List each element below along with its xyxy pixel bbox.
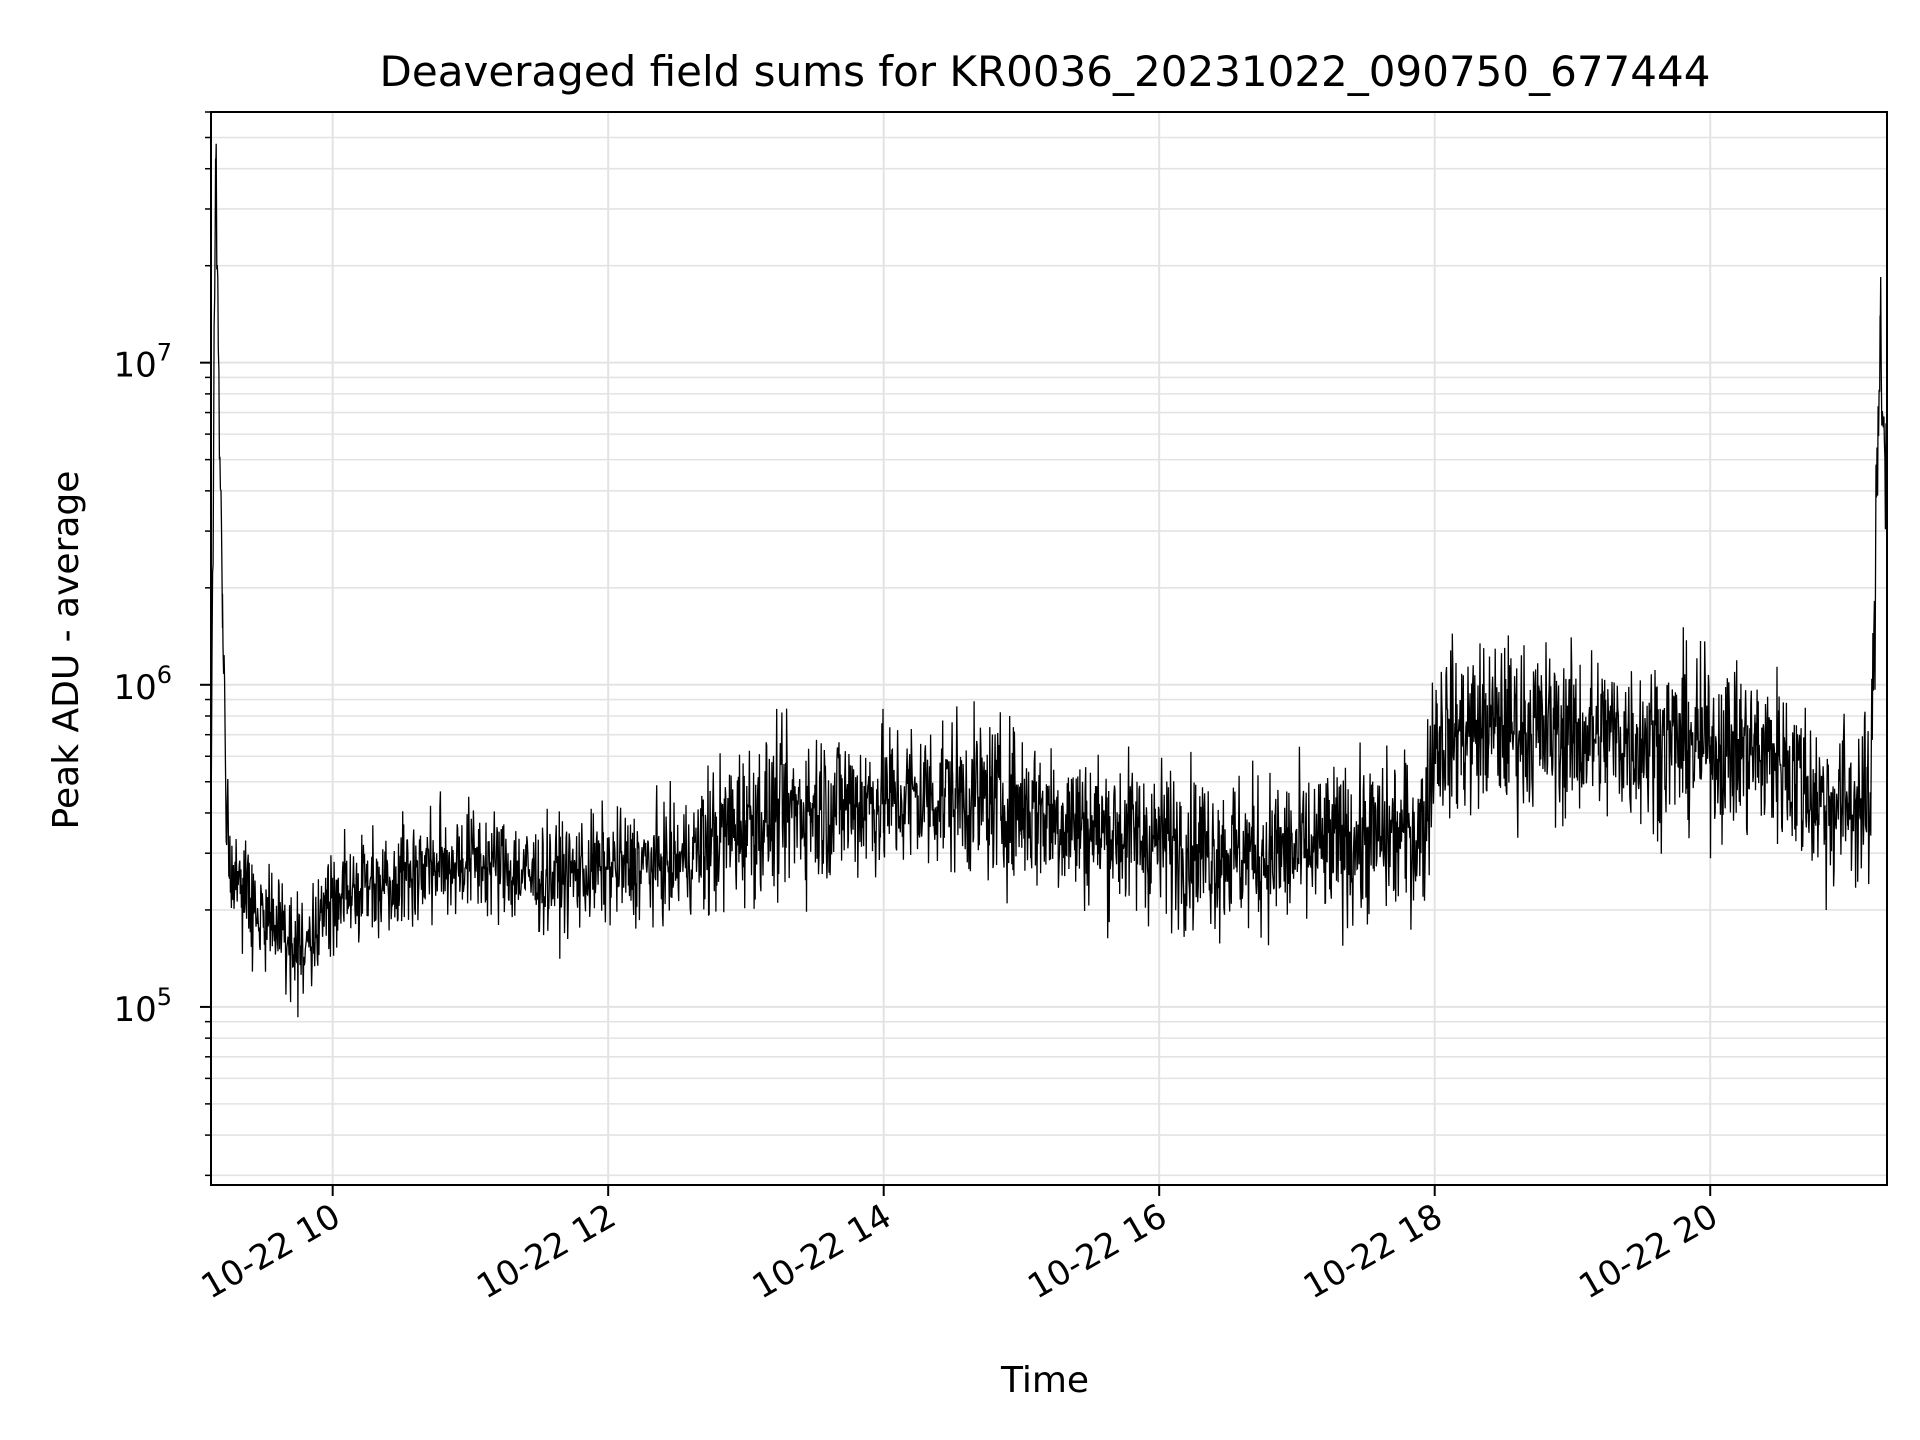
plot-frame xyxy=(210,111,1888,1186)
x-tick-label: 10-22 14 xyxy=(746,1196,898,1307)
x-axis: 10-22 10 10-22 12 10-22 14 10-22 16 10-22 18… xyxy=(195,1185,1725,1307)
y-axis-label: Peak ADU - average xyxy=(46,471,87,830)
x-axis-label: Time xyxy=(1000,1360,1089,1401)
x-tick-label: 10-22 16 xyxy=(1021,1196,1173,1307)
x-tick-label: 10-22 18 xyxy=(1297,1196,1449,1307)
y-tick-label: 106 xyxy=(113,661,172,708)
y-axis: 105 106 107 xyxy=(113,111,211,1177)
series-line xyxy=(210,143,1888,1018)
x-tick-label: 10-22 10 xyxy=(195,1196,347,1307)
grid xyxy=(211,111,1887,1185)
y-tick-label: 107 xyxy=(113,339,172,386)
x-tick-label: 10-22 12 xyxy=(470,1196,622,1307)
series-layer xyxy=(210,143,1888,1018)
y-tick-label: 105 xyxy=(113,983,172,1030)
x-tick-label: 10-22 20 xyxy=(1572,1196,1724,1307)
chart-title: Deaveraged field sums for KR0036_2023102… xyxy=(380,47,1711,96)
